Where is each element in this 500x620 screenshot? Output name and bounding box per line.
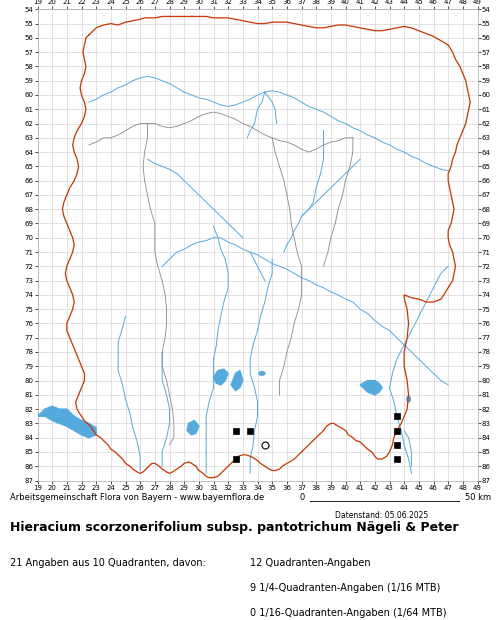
Ellipse shape [406,396,411,402]
Text: 0: 0 [300,493,305,502]
Text: 9 1/4-Quadranten-Angaben (1/16 MTB): 9 1/4-Quadranten-Angaben (1/16 MTB) [250,583,440,593]
Polygon shape [231,371,243,391]
Polygon shape [187,420,199,435]
Text: 12 Quadranten-Angaben: 12 Quadranten-Angaben [250,558,370,568]
Text: Datenstand: 05.06.2025: Datenstand: 05.06.2025 [335,512,428,521]
Text: 50 km: 50 km [465,493,491,502]
Text: Arbeitsgemeinschaft Flora von Bayern - www.bayernflora.de: Arbeitsgemeinschaft Flora von Bayern - w… [10,493,264,502]
Text: 0 1/16-Quadranten-Angaben (1/64 MTB): 0 1/16-Quadranten-Angaben (1/64 MTB) [250,608,446,618]
Polygon shape [360,381,382,395]
Polygon shape [214,369,228,385]
Ellipse shape [258,371,266,376]
Polygon shape [38,406,96,438]
Text: 21 Angaben aus 10 Quadranten, davon:: 21 Angaben aus 10 Quadranten, davon: [10,558,206,568]
Text: Hieracium scorzonerifolium subsp. pantotrichum Nägeli & Peter: Hieracium scorzonerifolium subsp. pantot… [10,521,458,534]
